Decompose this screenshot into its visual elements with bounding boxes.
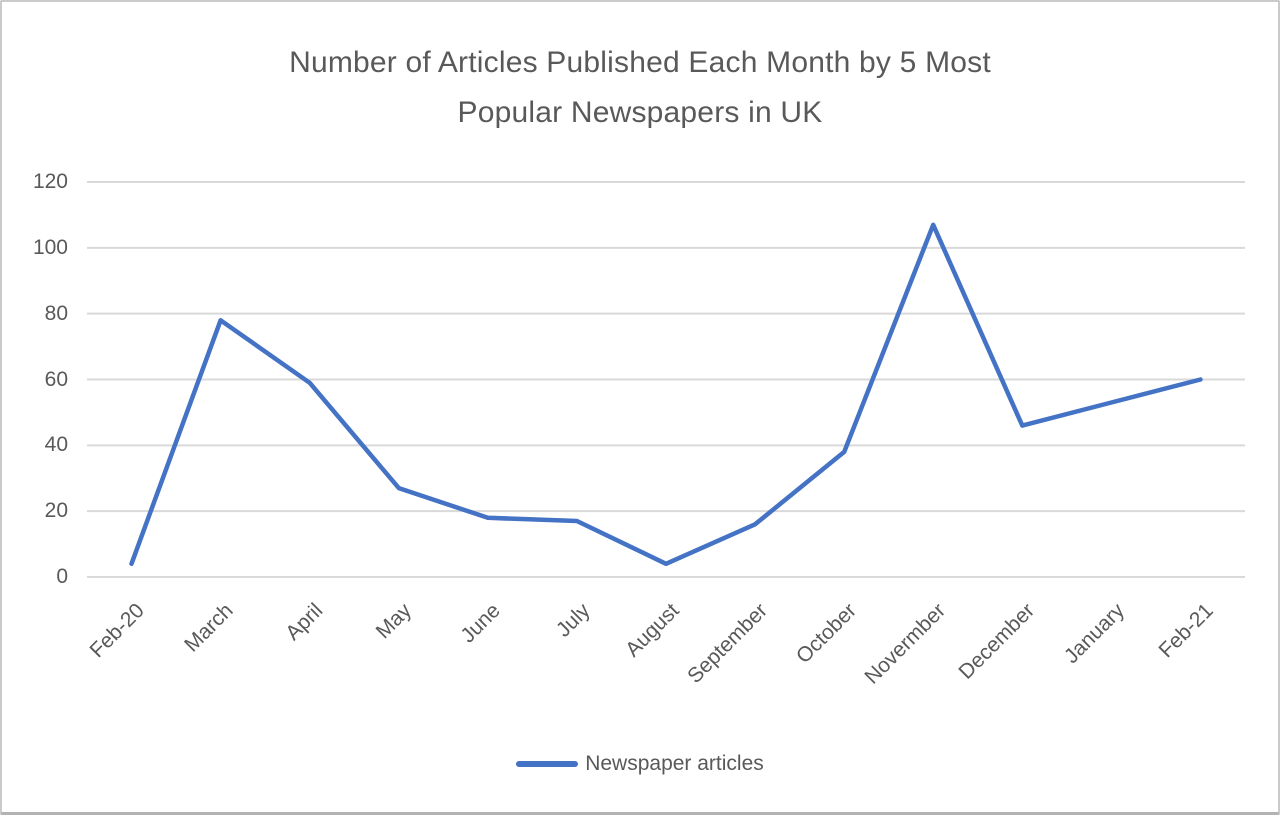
series-line-newspaper-articles bbox=[129, 222, 1203, 567]
y-tick-label: 20 bbox=[44, 499, 68, 523]
y-tick-label: 120 bbox=[32, 170, 68, 193]
legend-label: Newspaper articles bbox=[585, 752, 764, 775]
legend-line-swatch bbox=[516, 761, 579, 767]
legend: Newspaper articles bbox=[2, 752, 1278, 776]
chart-title-line-1: Number of Articles Published Each Month … bbox=[289, 46, 991, 79]
y-tick-label: 100 bbox=[32, 235, 68, 259]
y-tick-label: 0 bbox=[56, 565, 68, 588]
chart-title-line-2: Popular Newspapers in UK bbox=[457, 96, 823, 129]
y-tick-label: 60 bbox=[44, 367, 68, 391]
y-tick-label: 40 bbox=[44, 433, 68, 457]
chart-title: Number of Articles Published Each Month … bbox=[2, 38, 1278, 138]
y-tick-label: 80 bbox=[44, 301, 68, 325]
